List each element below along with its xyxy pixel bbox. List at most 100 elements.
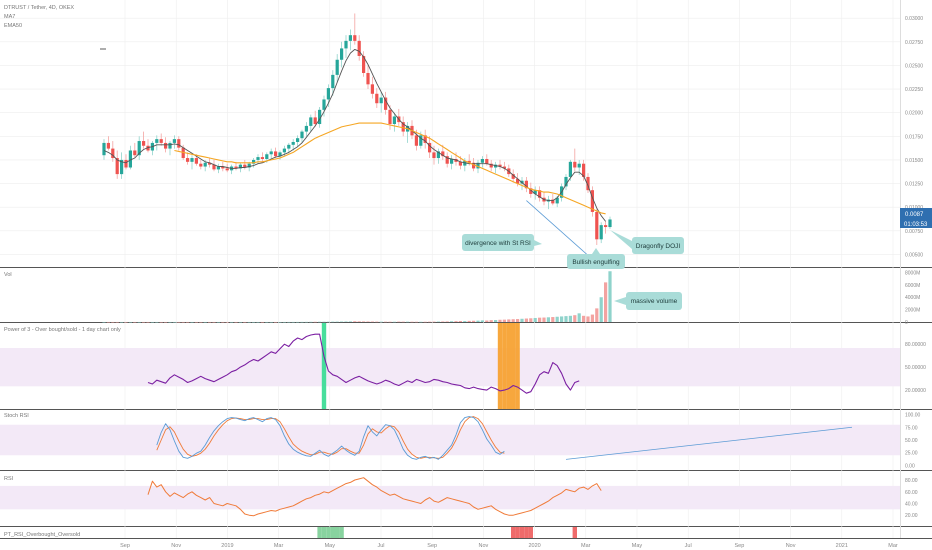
stoch-tick-label: 0.00 [905, 463, 915, 469]
candle-body [494, 164, 498, 168]
callout-divergence: divergence with St RSI [465, 240, 531, 247]
candle-body [516, 178, 520, 184]
volume-bar [555, 316, 559, 322]
power-highlight-bar [515, 323, 520, 409]
volume-bar [216, 321, 220, 323]
candle-body [344, 40, 348, 49]
price-tick-label: 0.00750 [905, 229, 923, 235]
pt-pane-label: PT_RSI_Overbought_Oversold [4, 532, 80, 538]
volume-bar [225, 321, 229, 323]
candle-body [234, 166, 238, 169]
candle-body [388, 109, 392, 125]
power-highlight-bar [321, 323, 327, 409]
volume-bar [590, 314, 594, 322]
pt-rsi-pane[interactable] [317, 527, 577, 538]
volume-bar [155, 321, 159, 323]
volume-bar [120, 321, 124, 323]
volume-bar [423, 321, 427, 323]
candle-body [445, 156, 449, 164]
power-tick-label: 50.00000 [905, 365, 926, 371]
candle-body [326, 88, 330, 100]
volume-bar [247, 321, 251, 323]
volume-bar [608, 271, 612, 322]
last-price-tag: 0.0087 [905, 212, 924, 218]
time-tick-label: Mar [888, 543, 898, 549]
volume-bar [150, 321, 154, 323]
volume-bar [230, 321, 234, 323]
pt-highlight-bar [511, 527, 516, 538]
volume-bar [115, 321, 119, 323]
candle-body [120, 159, 124, 175]
candle-body [256, 157, 260, 160]
volume-bar [212, 321, 216, 323]
candle-body [357, 40, 361, 56]
rsi-line [147, 477, 602, 517]
pt-highlight-bar [519, 527, 525, 538]
candle-body [472, 162, 476, 169]
volume-tick-label: 8000M [905, 270, 920, 276]
volume-bar [168, 321, 172, 323]
candle-body [194, 158, 198, 164]
callout-divergence-pointer [534, 240, 542, 246]
time-tick-label: 2019 [221, 543, 233, 549]
last-price-tag-bg [900, 208, 932, 218]
time-tick-label: May [325, 543, 336, 549]
price-tick-label: 0.02750 [905, 40, 923, 46]
callout-dragonfly-pointer [610, 230, 632, 249]
power-highlight-bar [506, 323, 511, 409]
volume-bar [348, 321, 352, 322]
countdown-tag-bg [900, 218, 932, 228]
candle-body [595, 211, 599, 240]
stoch-tick-label: 25.00 [905, 451, 918, 457]
volume-bar [106, 321, 110, 323]
pt-highlight-bar [330, 527, 335, 538]
price-tags: 0.0087 01:03:53 [900, 208, 932, 228]
time-tick-label: Nov [786, 543, 796, 549]
rsi-pane[interactable] [0, 477, 900, 517]
volume-bar [234, 321, 238, 323]
volume-bar [546, 317, 550, 322]
candle-body [278, 152, 282, 157]
volume-bar [467, 320, 471, 322]
candle-body [304, 125, 308, 132]
volume-bar [181, 321, 185, 323]
volume-bar [401, 321, 405, 323]
stoch-rsi-pane[interactable] [0, 416, 900, 460]
volume-bar [322, 321, 326, 323]
price-pane[interactable] [100, 13, 612, 256]
volume-bar [538, 317, 542, 322]
volume-bar [243, 321, 247, 323]
volume-bar [595, 308, 599, 322]
volume-bar [203, 321, 207, 323]
volume-bar [362, 321, 366, 322]
volume-bar [256, 321, 260, 323]
candle-body [221, 166, 225, 169]
candle-body [586, 176, 590, 191]
volume-pane[interactable] [102, 271, 612, 323]
candle-body [318, 109, 322, 125]
price-tick-label: 0.02000 [905, 111, 923, 117]
time-tick-label: Sep [427, 543, 437, 549]
stoch-tick-label: 100.00 [905, 413, 921, 419]
candle-body [384, 97, 388, 110]
ma7-line [103, 48, 606, 222]
volume-bar [551, 317, 555, 322]
power-pane[interactable] [0, 323, 900, 409]
candle-body [555, 197, 559, 204]
candle-body [599, 225, 603, 240]
pt-highlight-bar [326, 527, 331, 538]
volume-bar [586, 316, 590, 322]
candle-body [436, 151, 440, 159]
candle-body [362, 55, 366, 73]
callout-dragonfly-bg [632, 237, 684, 254]
callout-volume-bg [626, 292, 682, 310]
volume-bar [542, 317, 546, 322]
volume-bar [516, 319, 520, 322]
candle-body [146, 145, 150, 151]
volume-bar [278, 321, 282, 323]
candle-body [309, 117, 313, 126]
volume-bar [406, 321, 410, 323]
candle-body [423, 135, 427, 143]
volume-bar [309, 321, 313, 323]
